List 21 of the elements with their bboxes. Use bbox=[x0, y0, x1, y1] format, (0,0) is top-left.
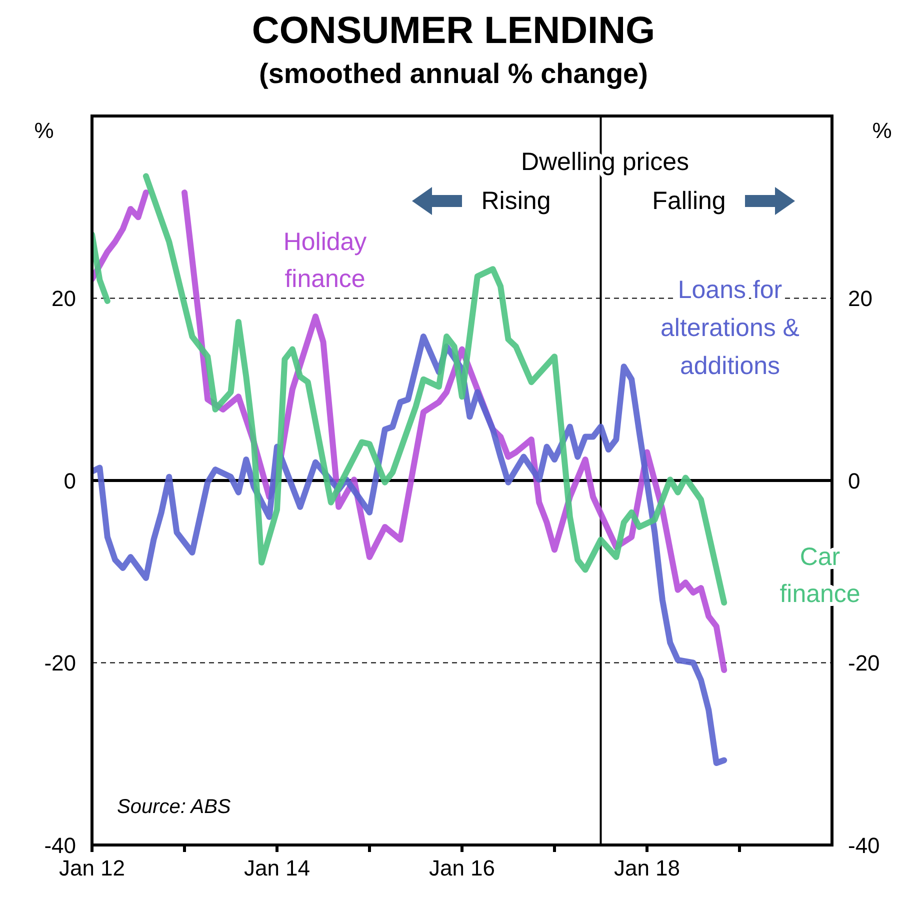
y2-axis-title: % bbox=[872, 118, 892, 143]
y2-tick-label: 20 bbox=[848, 286, 872, 312]
x-tick-label: Jan 16 bbox=[428, 856, 496, 881]
series-label: Loans for alterations & additions bbox=[660, 276, 800, 380]
y2-tick-label: -40 bbox=[848, 832, 880, 858]
annotation: Rising bbox=[481, 187, 551, 215]
y-tick-label: 0 bbox=[64, 468, 76, 494]
y-tick-label: -40 bbox=[44, 832, 76, 858]
chart-subtitle: (smoothed annual % change) bbox=[258, 57, 649, 91]
annotation: Source: ABS bbox=[117, 796, 232, 818]
x-tick-label: Jan 12 bbox=[58, 856, 126, 881]
chart-title: CONSUMER LENDING bbox=[250, 9, 656, 54]
y2-tick-label: -20 bbox=[848, 650, 880, 676]
x-tick-label: Jan 14 bbox=[244, 856, 310, 881]
y-tick-label: 20 bbox=[52, 286, 76, 312]
y-tick-label: -20 bbox=[44, 650, 76, 676]
series-label: Holiday finance bbox=[283, 228, 368, 293]
y-axis-title: % bbox=[34, 118, 54, 143]
x-tick-label: Jan 18 bbox=[614, 856, 680, 881]
annotation: Falling bbox=[652, 187, 726, 215]
y2-tick-label: 0 bbox=[848, 468, 860, 494]
